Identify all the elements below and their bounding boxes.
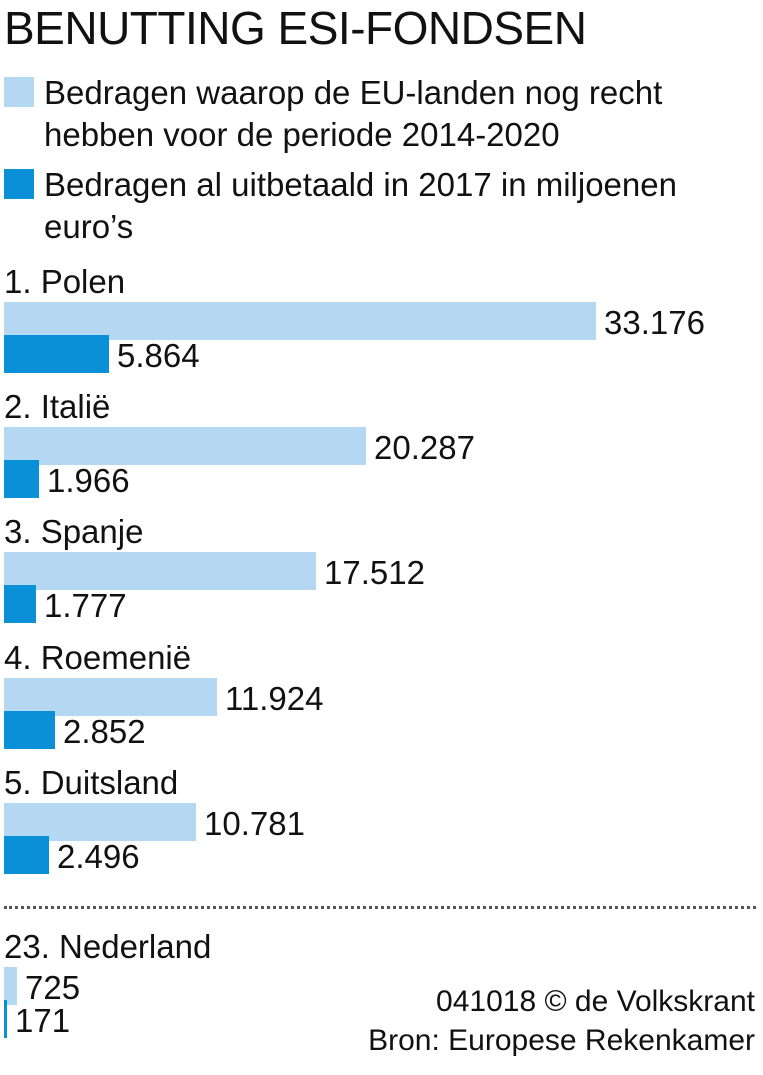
legend-swatch-paid bbox=[4, 169, 34, 199]
chart-title: BENUTTING ESI-FONDSEN bbox=[4, 2, 587, 54]
value-label-paid-italie: 1.966 bbox=[47, 462, 130, 499]
bar-available-polen bbox=[4, 302, 596, 340]
value-label-available-polen: 33.176 bbox=[604, 304, 705, 341]
value-label-paid-duitsland: 2.496 bbox=[57, 838, 140, 875]
bar-paid-nederland bbox=[4, 1000, 7, 1038]
legend-label-available: Bedragen waarop de EU-landen nog recht h… bbox=[44, 74, 663, 153]
category-label-spanje: 3. Spanje bbox=[4, 513, 144, 550]
value-label-available-roemenie: 11.924 bbox=[225, 680, 324, 717]
value-label-available-duitsland: 10.781 bbox=[204, 805, 305, 842]
value-label-paid-roemenie: 2.852 bbox=[63, 713, 146, 750]
category-label-roemenie: 4. Roemenië bbox=[4, 639, 192, 676]
legend-item-available: Bedragen waarop de EU-landen nog recht h… bbox=[4, 72, 763, 156]
footer-source: Bron: Europese Rekenkamer bbox=[368, 1024, 755, 1057]
bar-paid-spanje bbox=[4, 585, 36, 623]
value-label-paid-spanje: 1.777 bbox=[44, 587, 127, 624]
bar-paid-italie bbox=[4, 460, 39, 498]
bar-available-duitsland bbox=[4, 803, 196, 841]
category-label-polen: 1. Polen bbox=[4, 263, 126, 300]
category-label-nederland: 23. Nederland bbox=[4, 928, 212, 965]
value-label-paid-nederland: 171 bbox=[15, 1002, 71, 1039]
bar-paid-roemenie bbox=[4, 711, 55, 749]
bar-paid-duitsland bbox=[4, 836, 49, 874]
bar-available-roemenie bbox=[4, 678, 217, 716]
footer-credit: 041018 © de Volkskrant bbox=[436, 985, 755, 1018]
bar-available-italie bbox=[4, 427, 366, 465]
legend-label-paid: Bedragen al uitbetaald in 2017 in miljoe… bbox=[44, 166, 677, 245]
value-label-available-spanje: 17.512 bbox=[324, 554, 425, 591]
legend-swatch-available bbox=[4, 77, 34, 107]
divider-dotted bbox=[4, 906, 756, 909]
value-label-available-italie: 20.287 bbox=[374, 429, 475, 466]
legend-item-paid: Bedragen al uitbetaald in 2017 in miljoe… bbox=[4, 164, 763, 248]
bar-available-nederland bbox=[4, 967, 17, 1005]
category-label-duitsland: 5. Duitsland bbox=[4, 764, 179, 801]
value-label-available-nederland: 725 bbox=[25, 969, 81, 1006]
bar-available-spanje bbox=[4, 552, 316, 590]
category-label-italie: 2. Italië bbox=[4, 388, 111, 425]
value-label-paid-polen: 5.864 bbox=[117, 337, 200, 374]
bar-paid-polen bbox=[4, 335, 109, 373]
